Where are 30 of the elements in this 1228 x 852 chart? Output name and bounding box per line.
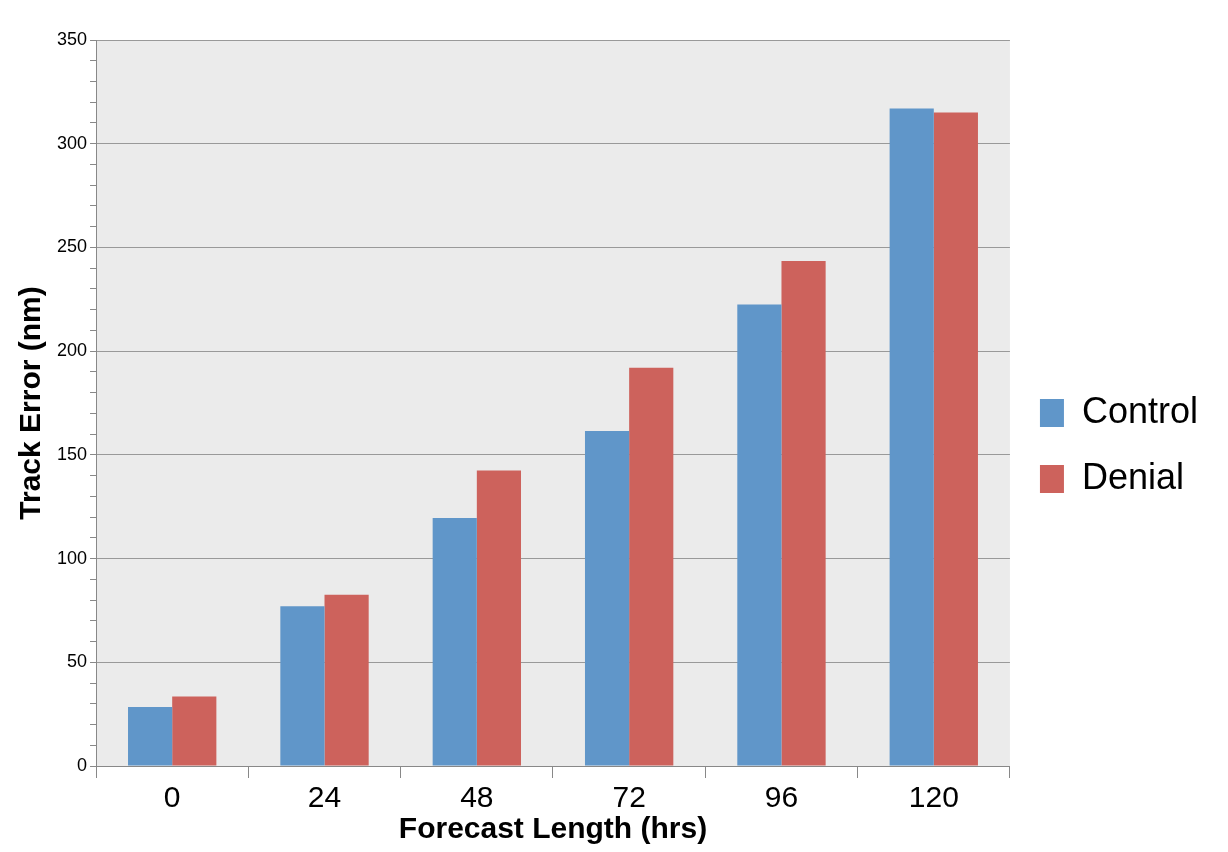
legend-label: Control — [1081, 389, 1199, 431]
bar — [128, 706, 173, 766]
x-tick-label: 120 — [908, 780, 959, 814]
bar — [737, 304, 782, 766]
y-tick-label: 250 — [56, 236, 88, 257]
x-tick-label: 0 — [163, 780, 181, 814]
bar — [629, 367, 674, 766]
y-tick-label: 350 — [56, 28, 88, 49]
x-tick-label: 48 — [460, 780, 494, 814]
y-tick-label: 300 — [56, 132, 88, 153]
bar — [324, 594, 369, 766]
x-tick-label: 24 — [307, 780, 342, 814]
bar — [584, 431, 630, 766]
bar — [781, 260, 826, 766]
legend-label: Denial — [1081, 455, 1185, 497]
y-tick-label: 0 — [77, 754, 88, 775]
bar — [889, 108, 934, 766]
x-tick-label: 96 — [764, 780, 799, 814]
x-axis-title: Forecast Length (hrs) — [398, 811, 708, 845]
bar — [933, 112, 978, 766]
x-tick-label: 72 — [612, 780, 646, 814]
bar — [280, 606, 325, 766]
y-tick-label: 100 — [56, 547, 88, 568]
bar — [476, 470, 521, 766]
y-tick-label: 150 — [56, 443, 88, 464]
y-axis-title: Track Error (nm) — [13, 286, 47, 520]
y-tick-label: 50 — [67, 651, 88, 672]
bar — [432, 518, 477, 766]
bar — [172, 696, 217, 766]
y-tick-label: 200 — [56, 340, 88, 361]
